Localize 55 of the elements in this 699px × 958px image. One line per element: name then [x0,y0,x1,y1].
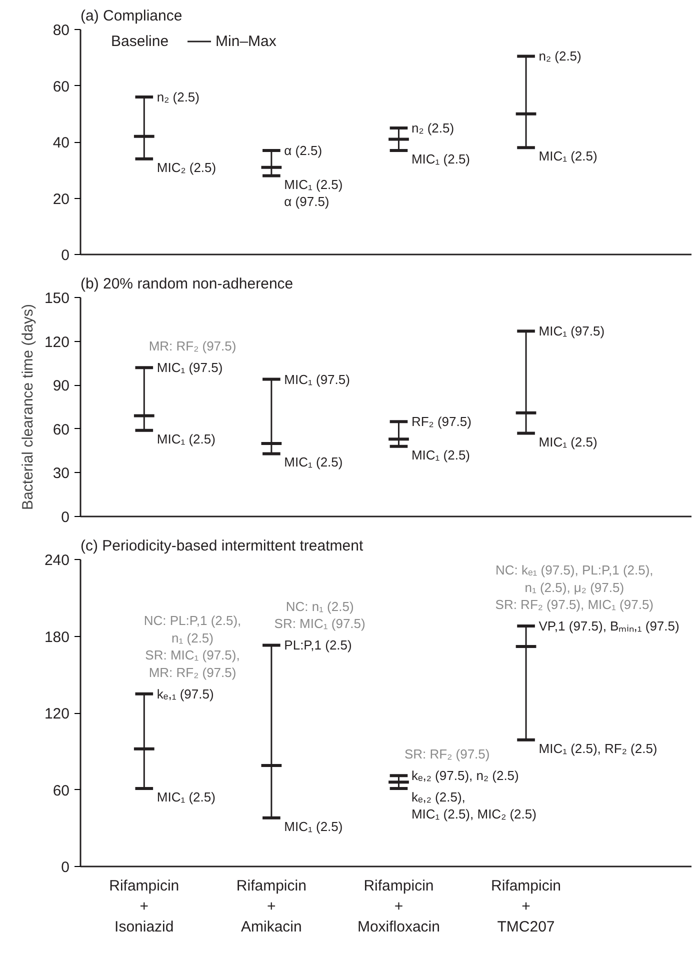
annotation: MIC₁ (97.5) [284,372,350,387]
chart-title: (b) 20% random non-adherence [80,276,294,292]
annotation: NC: kₑ₁ (97.5), PL:P,1 (2.5), n₁ (2.5), μ₂ (97.5) SR: RF₂ (97.5), MIC₁ (97.5) [495,562,654,612]
annotation: MIC₁ (2.5) [156,431,216,446]
legend-label: Baseline [111,32,169,50]
x-tick-label: Rifampicin + Moxifloxacin [357,878,440,936]
chart-title: (c) Periodicity-based intermittent treatment [80,538,364,554]
x-tick-label: Rifampicin + Amikacin [236,878,306,936]
y-tick-label: 150 [44,290,70,307]
annotation: kₑ,₂ (97.5), n₂ (2.5) [411,768,519,784]
annotation: MIC₁ (97.5) [156,360,223,376]
annotation: MIC₁ (2.5) [538,148,598,164]
y-axis-title: Bacterial clearance time (days) [19,304,36,510]
y-tick-label: 0 [61,509,70,526]
x-tick-label: Rifampicin + TMC207 [491,878,562,936]
annotation: SR: RF₂ (97.5) [404,746,490,762]
annotation: VP,1 (97.5), Bₘᵢₙ,₁ (97.5) [538,618,680,634]
annotation: n₂ (2.5) [538,48,582,64]
annotation: kₑ,₂ (2.5), MIC₁ (2.5), MIC₂ (2.5) [411,789,536,822]
y-tick-label: 60 [52,421,70,438]
annotation: MIC₁ (2.5) [411,447,470,462]
annotation: n₂ (2.5) [156,90,200,104]
y-tick-label: 30 [52,465,70,482]
annotation: kₑ,₁ (97.5) [156,686,214,702]
y-tick-label: 80 [52,22,70,39]
annotation: n₂ (2.5) [411,120,454,136]
x-tick-label: Rifampicin + Isoniazid [109,878,180,936]
annotation: MIC₂ (2.5) [156,160,216,175]
annotation: α (2.5) [284,142,322,158]
annotation: MR: RF₂ (97.5) [148,338,236,354]
y-tick-label: 240 [44,552,70,569]
annotation: PL:P,1 (2.5) [284,638,352,653]
annotation: MIC₁ (2.5), RF₂ (2.5) [538,740,658,756]
annotation: MIC₁ (2.5) [156,789,216,804]
annotation: MIC₁ (2.5) α (97.5) [284,176,343,209]
annotation: MIC₁ (97.5) [538,324,605,339]
annotation: MIC₁ (2.5) [538,434,598,450]
y-tick-label: 60 [52,782,70,800]
y-tick-label: 40 [52,134,70,152]
annotation: MIC₁ (2.5) [411,151,470,166]
y-tick-label: 60 [52,78,70,96]
annotation: RF₂ (97.5) [411,414,472,430]
chart-title: (a) Compliance [80,8,182,24]
y-tick-label: 180 [44,628,70,646]
annotation: Min–Max [216,32,276,50]
y-tick-label: 0 [61,247,70,264]
annotation: NC: PL:P,1 (2.5), n₁ (2.5) SR: MIC₁ (97.5), MR: RF₂ (97.5) [144,613,242,680]
y-tick-label: 20 [52,190,70,208]
y-tick-label: 0 [61,859,70,876]
annotation: MIC₁ (2.5) [284,818,343,834]
annotation: NC: n₁ (2.5) SR: MIC₁ (97.5) [274,598,366,632]
annotation: MIC₁ (2.5) [284,454,343,470]
y-tick-label: 120 [44,706,70,722]
y-tick-label: 120 [44,334,70,351]
y-tick-label: 90 [52,378,70,395]
